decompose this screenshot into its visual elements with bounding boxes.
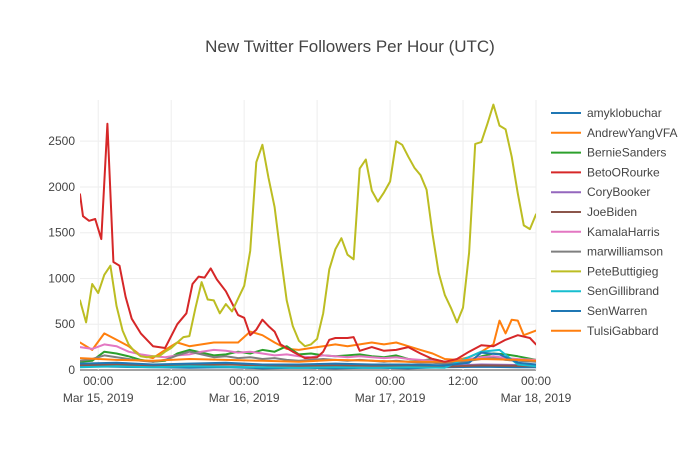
legend-label: BernieSanders	[587, 146, 666, 160]
legend-label: AndrewYangVFA	[587, 126, 678, 140]
legend-item-andrewyangvfa[interactable]: AndrewYangVFA	[551, 126, 678, 140]
x-tick-date-label: Mar 18, 2019	[501, 391, 572, 405]
y-tick-label: 2000	[48, 180, 75, 194]
legend-item-sengillibrand[interactable]: SenGillibrand	[551, 284, 659, 298]
x-tick-label: 12:00	[448, 374, 478, 388]
legend-label: PeteButtigieg	[587, 264, 658, 278]
y-tick-label: 2500	[48, 134, 75, 148]
legend-label: CoryBooker	[587, 185, 650, 199]
grid	[80, 100, 537, 371]
legend-label: JoeBiden	[587, 205, 637, 219]
y-axis: 0 500 1000 1500 2000 2500	[48, 134, 75, 377]
x-tick-label: 00:00	[229, 374, 259, 388]
legend-item-marwilliamson[interactable]: marwilliamson	[551, 245, 663, 259]
x-tick-label: 00:00	[83, 374, 113, 388]
series-line-senwarren	[80, 351, 536, 367]
x-tick-date-label: Mar 15, 2019	[63, 391, 134, 405]
series-line-petebuttigieg	[80, 103, 536, 359]
legend-item-kamalaharris[interactable]: KamalaHarris	[551, 225, 660, 239]
legend-item-berniesanders[interactable]: BernieSanders	[551, 146, 666, 160]
x-tick-label: 00:00	[521, 374, 551, 388]
legend-item-tulsigabbard[interactable]: TulsiGabbard	[551, 324, 659, 338]
legend-item-joebiden[interactable]: JoeBiden	[551, 205, 637, 219]
series-line-sengillibrand	[80, 348, 536, 369]
y-tick-label: 1000	[48, 271, 75, 285]
x-axis: 00:00 Mar 15, 2019 12:00 00:00 Mar 16, 2019 1…	[63, 374, 572, 405]
legend-item-petebuttigieg[interactable]: PeteButtigieg	[551, 264, 658, 278]
y-tick-label: 1500	[48, 226, 75, 240]
legend-label: marwilliamson	[587, 245, 663, 259]
y-tick-label: 500	[55, 317, 75, 331]
x-tick-date-label: Mar 17, 2019	[355, 391, 426, 405]
x-tick-date-label: Mar 16, 2019	[209, 391, 280, 405]
legend-label: amyklobuchar	[587, 106, 662, 120]
series-line-andrewyangvfa	[80, 318, 536, 361]
y-tick-label: 0	[68, 363, 75, 377]
legend-item-corybooker[interactable]: CoryBooker	[551, 185, 650, 199]
legend-label: TulsiGabbard	[587, 324, 659, 338]
legend-label: BetoORourke	[587, 165, 660, 179]
x-tick-label: 00:00	[375, 374, 405, 388]
legend-label: KamalaHarris	[587, 225, 660, 239]
chart-title: New Twitter Followers Per Hour (UTC)	[205, 37, 495, 56]
x-tick-label: 12:00	[302, 374, 332, 388]
legend-item-betoorourke[interactable]: BetoORourke	[551, 165, 660, 179]
legend-label: SenGillibrand	[587, 284, 659, 298]
legend-item-senwarren[interactable]: SenWarren	[551, 304, 647, 318]
legend-label: SenWarren	[587, 304, 647, 318]
series-group	[80, 103, 536, 370]
series-line-tulsigabbard	[80, 357, 536, 363]
series-line-betoorourke	[80, 122, 536, 363]
legend-item-amyklobuchar[interactable]: amyklobuchar	[551, 106, 662, 120]
x-tick-label: 12:00	[156, 374, 186, 388]
legend[interactable]: amyklobuchar AndrewYangVFA BernieSanders Be…	[551, 106, 678, 338]
